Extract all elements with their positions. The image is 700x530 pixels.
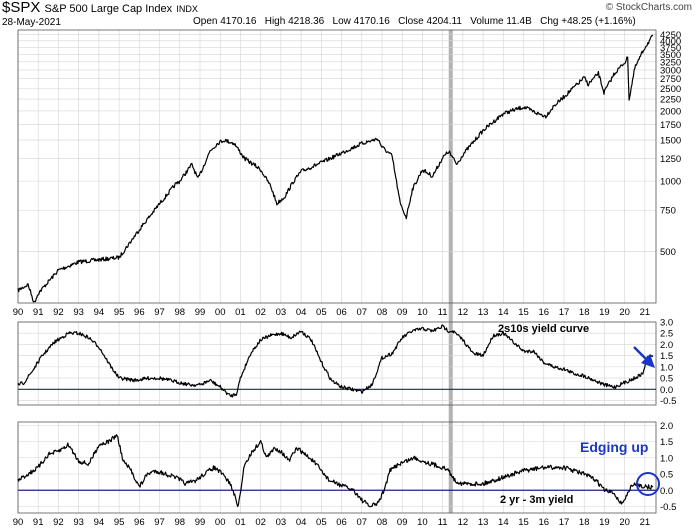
x-tick-label: 20 — [619, 517, 630, 528]
x-tick-label: 19 — [599, 517, 610, 528]
annotation-2yr-3m: 2 yr - 3m yield — [500, 494, 573, 506]
x-tick-label: 14 — [498, 517, 509, 528]
x-tick-label: 20 — [619, 307, 630, 318]
x-tick-label: 09 — [397, 307, 408, 318]
x-tick-label: 21 — [640, 517, 651, 528]
y-tick-label: 1250 — [660, 154, 681, 165]
x-tick-label: 90 — [13, 307, 24, 318]
x-tick-label: 18 — [579, 517, 590, 528]
x-tick-label: 99 — [195, 307, 206, 318]
x-tick-label: 21 — [640, 307, 651, 318]
x-tick-label: 07 — [356, 517, 367, 528]
x-tick-label: 04 — [296, 307, 307, 318]
x-tick-label: 10 — [417, 307, 428, 318]
x-tick-label: 97 — [154, 517, 165, 528]
x-tick-label: 13 — [478, 517, 489, 528]
annotation-2s10s: 2s10s yield curve — [498, 323, 589, 335]
y-tick-label: 2.0 — [660, 340, 673, 351]
x-tick-label: 09 — [397, 517, 408, 528]
x-tick-label: 03 — [276, 517, 287, 528]
highlight-band — [449, 30, 453, 513]
x-tick-label: 10 — [417, 517, 428, 528]
y-tick-label: 0.0 — [660, 385, 673, 396]
y-tick-label: -0.5 — [660, 502, 676, 513]
y-tick-label: 750 — [660, 206, 676, 217]
x-tick-label: 01 — [235, 307, 246, 318]
y-tick-label: 3.0 — [660, 318, 673, 329]
y-tick-label: 1.0 — [660, 453, 673, 464]
y-tick-label: 0.0 — [660, 486, 673, 497]
y-tick-label: 1.5 — [660, 437, 673, 448]
x-tick-label: 95 — [114, 517, 125, 528]
x-tick-label: 96 — [134, 517, 145, 528]
y-tick-label: 1000 — [660, 177, 681, 188]
x-tick-label: 94 — [94, 307, 105, 318]
x-tick-label: 00 — [215, 517, 226, 528]
x-tick-label: 05 — [316, 307, 327, 318]
x-tick-label: 91 — [33, 517, 44, 528]
y-tick-label: 2500 — [660, 84, 681, 95]
panel-frame — [18, 30, 656, 303]
x-tick-label: 18 — [579, 307, 590, 318]
x-tick-label: 92 — [53, 517, 64, 528]
x-tick-label: 95 — [114, 307, 125, 318]
x-tick-label: 06 — [336, 307, 347, 318]
annotation-edging-up: Edging up — [580, 439, 648, 455]
y-tick-label: 2000 — [660, 106, 681, 117]
x-tick-label: 02 — [255, 307, 266, 318]
x-tick-label: 17 — [559, 517, 570, 528]
x-tick-label: 17 — [559, 307, 570, 318]
x-tick-label: 12 — [458, 517, 469, 528]
x-tick-label: 93 — [73, 307, 84, 318]
x-tick-label: 94 — [94, 517, 105, 528]
y-tick-label: 2.0 — [660, 421, 673, 432]
x-tick-label: 08 — [377, 307, 388, 318]
x-tick-label: 16 — [538, 517, 549, 528]
x-tick-label: 16 — [538, 307, 549, 318]
yield-curve-2s10s-line — [18, 325, 653, 397]
x-tick-label: 13 — [478, 307, 489, 318]
x-tick-label: 11 — [438, 307, 448, 318]
x-tick-label: 14 — [498, 307, 509, 318]
x-tick-label: 02 — [255, 517, 266, 528]
x-tick-label: 01 — [235, 517, 246, 528]
x-tick-label: 99 — [195, 517, 206, 528]
x-tick-label: 00 — [215, 307, 226, 318]
x-tick-label: 15 — [518, 307, 529, 318]
x-tick-label: 98 — [174, 517, 185, 528]
x-tick-label: 07 — [356, 307, 367, 318]
y-tick-label: 2.5 — [660, 329, 673, 340]
y-tick-label: 1.0 — [660, 362, 673, 373]
x-tick-label: 15 — [518, 517, 529, 528]
x-tick-label: 11 — [438, 517, 448, 528]
spx-price-line — [18, 35, 653, 302]
y-tick-label: 1500 — [660, 136, 681, 147]
x-tick-label: 12 — [458, 307, 469, 318]
y-tick-label: 0.5 — [660, 470, 673, 481]
y-tick-label: -0.5 — [660, 396, 676, 407]
x-tick-label: 04 — [296, 517, 307, 528]
x-tick-label: 05 — [316, 517, 327, 528]
y-tick-label: 0.5 — [660, 374, 673, 385]
x-tick-label: 91 — [33, 307, 44, 318]
y-tick-label: 1750 — [660, 120, 681, 131]
x-tick-label: 93 — [73, 517, 84, 528]
x-tick-label: 08 — [377, 517, 388, 528]
y-tick-label: 500 — [660, 247, 676, 258]
x-tick-label: 97 — [154, 307, 165, 318]
y-tick-label: 2250 — [660, 95, 681, 106]
y-tick-label: 1.5 — [660, 351, 673, 362]
x-tick-label: 90 — [13, 517, 24, 528]
x-tick-label: 06 — [336, 517, 347, 528]
x-tick-label: 98 — [174, 307, 185, 318]
x-tick-label: 03 — [276, 307, 287, 318]
x-tick-label: 92 — [53, 307, 64, 318]
x-tick-label: 96 — [134, 307, 145, 318]
x-tick-label: 19 — [599, 307, 610, 318]
